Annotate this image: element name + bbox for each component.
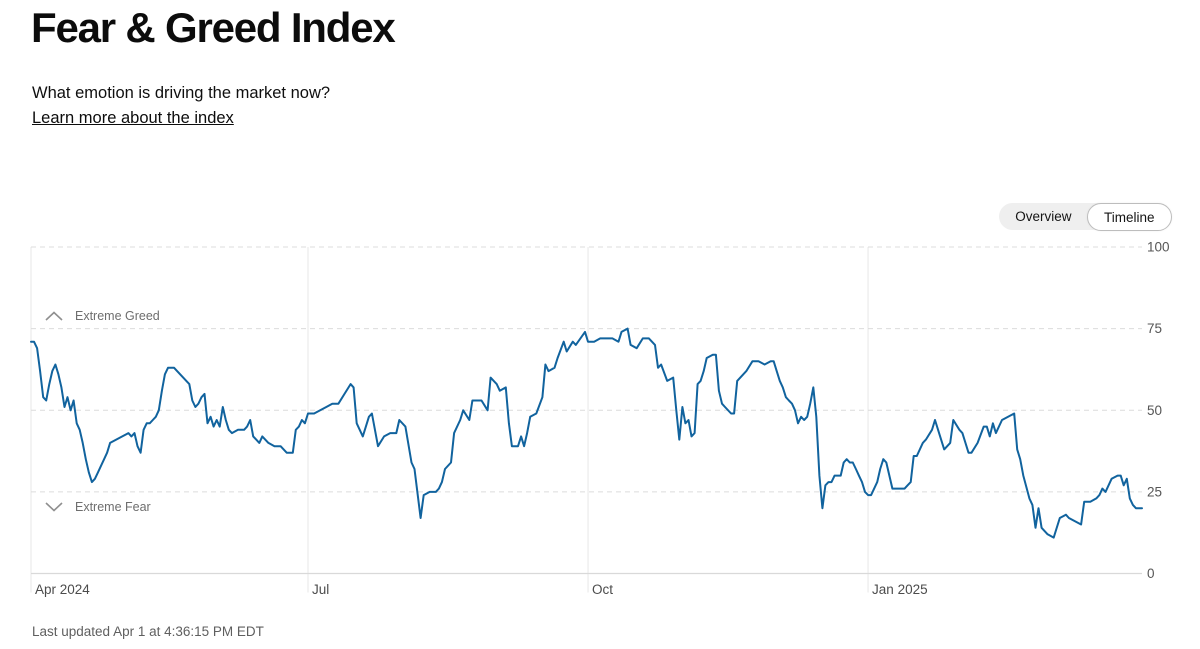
page-title: Fear & Greed Index	[31, 4, 396, 51]
extreme-greed-label: Extreme Greed	[75, 308, 160, 323]
last-updated-text: Last updated Apr 1 at 4:36:15 PM EDT	[32, 624, 264, 639]
y-tick-label: 75	[1147, 321, 1162, 336]
y-tick-label: 50	[1147, 403, 1162, 418]
index-line	[30, 327, 1143, 539]
timeline-button[interactable]: Timeline	[1086, 202, 1172, 231]
extreme-greed-annotation: Extreme Greed	[44, 307, 160, 325]
view-toggle: Overview Timeline	[999, 202, 1172, 231]
y-tick-label: 0	[1147, 566, 1155, 581]
chevron-up-icon	[45, 310, 63, 321]
y-tick-label: 25	[1147, 484, 1162, 499]
x-tick-label: Apr 2024	[35, 582, 90, 597]
overview-button[interactable]: Overview	[999, 203, 1087, 230]
page-subtitle: What emotion is driving the market now?	[32, 84, 331, 102]
extreme-fear-annotation: Extreme Fear	[44, 498, 151, 516]
x-tick-label: Oct	[592, 582, 613, 597]
x-tick-label: Jan 2025	[872, 582, 928, 597]
chevron-down-icon	[45, 502, 63, 512]
extreme-fear-label: Extreme Fear	[75, 499, 151, 514]
learn-more-link[interactable]: Learn more about the index	[32, 109, 234, 127]
y-tick-label: 100	[1147, 240, 1170, 255]
x-tick-label: Jul	[312, 582, 329, 597]
